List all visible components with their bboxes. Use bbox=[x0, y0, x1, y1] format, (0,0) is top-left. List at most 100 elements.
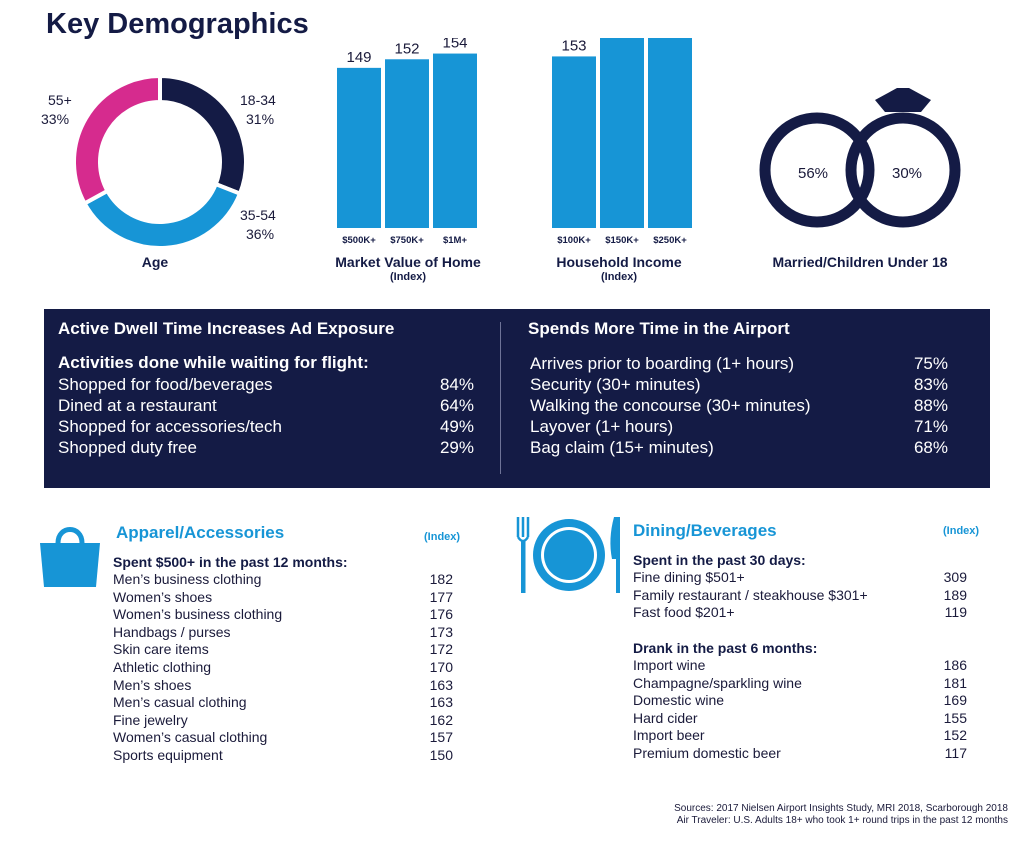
dwell-right-row: Walking the concourse (30+ minutes) 88% bbox=[530, 395, 948, 416]
dwell-right-row-label: Layover (1+ hours) bbox=[530, 417, 674, 436]
plate-cutlery-icon bbox=[516, 517, 620, 593]
dwell-right-row-label: Arrives prior to boarding (1+ hours) bbox=[530, 354, 795, 373]
home-value-bar-label-1: 152 bbox=[394, 40, 419, 57]
dwell-time-panel bbox=[44, 309, 990, 488]
dining-6-months-row-label: Import wine bbox=[633, 657, 706, 673]
apparel-row: Skin care items 172 bbox=[113, 641, 453, 659]
apparel-row: Handbags / purses 173 bbox=[113, 624, 453, 642]
dwell-left-row-value: 84% bbox=[439, 375, 474, 394]
shopping-bag-icon bbox=[40, 527, 100, 587]
age-chart-title: Age bbox=[141, 254, 169, 270]
dwell-left-row-label: Shopped duty free bbox=[58, 438, 197, 457]
apparel-row-label: Fine jewelry bbox=[113, 711, 188, 728]
dwell-left-row: Shopped duty free 29% bbox=[58, 437, 474, 458]
dining-30-days-row: Fine dining $501+ 309 bbox=[633, 569, 967, 587]
dining-30-days-row-label: Family restaurant / steakhouse $301+ bbox=[633, 586, 868, 603]
age-label-55-plus: 55+ bbox=[48, 92, 72, 108]
apparel-row-value: 172 bbox=[429, 641, 453, 658]
apparel-row-label: Athletic clothing bbox=[113, 658, 212, 675]
dining-6-months-row-label: Import beer bbox=[633, 727, 705, 744]
dwell-left-row: Shopped for food/beverages 84% bbox=[58, 374, 474, 395]
dining-6-months-row: Hard cider 155 bbox=[633, 710, 967, 728]
household-income-bar-1 bbox=[600, 38, 644, 229]
dwell-right-row-value: 88% bbox=[913, 396, 948, 415]
apparel-row-label: Sports equipment bbox=[113, 746, 223, 763]
age-label-18-34: 18-34 bbox=[240, 92, 276, 108]
dining-6-months-row-value: 117 bbox=[944, 744, 967, 761]
age-value-55-plus: 33% bbox=[41, 111, 70, 127]
apparel-row-value: 163 bbox=[429, 694, 453, 711]
dwell-right-row-value: 75% bbox=[913, 354, 948, 373]
dwell-right-list: Arrives prior to boarding (1+ hours) 75% S… bbox=[530, 353, 948, 458]
panel-divider bbox=[500, 322, 501, 474]
donut-slice-55- bbox=[72, 73, 162, 207]
dwell-left-row-label: Dined at a restaurant bbox=[58, 396, 217, 415]
donut-slice-18-34 bbox=[158, 73, 248, 197]
dwell-right-row-label: Walking the concourse (30+ minutes) bbox=[530, 396, 811, 415]
dining-6-months-row-value: 155 bbox=[943, 709, 967, 726]
home-value-bar-1 bbox=[385, 59, 429, 228]
apparel-row-label: Men’s casual clothing bbox=[113, 694, 247, 711]
sources-line-2: Air Traveler: U.S. Adults 18+ who took 1… bbox=[676, 815, 1008, 826]
home-value-bar-2 bbox=[433, 53, 477, 229]
dining-6-months-row-value: 169 bbox=[943, 692, 967, 709]
dwell-left-row: Shopped for accessories/tech 49% bbox=[58, 416, 474, 437]
dwell-left-row-value: 64% bbox=[439, 396, 474, 415]
dining-30-days-row-label: Fine dining $501+ bbox=[633, 569, 745, 585]
apparel-row-value: 177 bbox=[429, 588, 453, 605]
dwell-right-row-label: Security (30+ minutes) bbox=[530, 375, 701, 394]
dwell-right-row: Security (30+ minutes) 83% bbox=[530, 374, 948, 395]
apparel-row: Fine jewelry 162 bbox=[113, 712, 453, 730]
apparel-row-value: 176 bbox=[429, 606, 453, 623]
dining-6-months-row-label: Hard cider bbox=[633, 709, 698, 726]
dining-subhead-6-months: Drank in the past 6 months: bbox=[633, 640, 818, 656]
donut-slice-35-54 bbox=[81, 181, 243, 250]
dwell-right-row: Bag claim (15+ minutes) 68% bbox=[530, 437, 948, 458]
married-value: 56% bbox=[798, 165, 828, 182]
dining-6-months-row-label: Domestic wine bbox=[633, 692, 725, 709]
dwell-right-title: Spends More Time in the Airport bbox=[528, 319, 790, 338]
age-value-35-54: 36% bbox=[246, 226, 275, 242]
dwell-left-subhead: Activities done while waiting for flight… bbox=[58, 353, 369, 372]
sources-line-1: Sources: 2017 Nielsen Airport Insights S… bbox=[674, 803, 1008, 814]
apparel-row-label: Women’s business clothing bbox=[113, 606, 283, 623]
household-income-bar-2 bbox=[648, 38, 692, 228]
dining-6-months-row: Domestic wine 169 bbox=[633, 692, 967, 710]
household-income-chart-title: Household Income bbox=[556, 254, 682, 270]
apparel-row-value: 150 bbox=[429, 746, 453, 763]
apparel-row-value: 157 bbox=[429, 729, 453, 746]
apparel-row: Women’s shoes 177 bbox=[113, 589, 453, 607]
home-value-bar-0 bbox=[337, 67, 381, 228]
dining-6-months-row: Import wine 186 bbox=[633, 657, 967, 675]
household-income-tick-2: $250K+ bbox=[653, 235, 687, 246]
wedding-rings-icon: 56% 30% bbox=[759, 88, 961, 228]
dining-30-days-row: Family restaurant / steakhouse $301+ 189 bbox=[633, 587, 967, 605]
dining-30-days-row-label: Fast food $201+ bbox=[633, 604, 735, 621]
home-value-tick-2: $1M+ bbox=[443, 235, 467, 246]
dining-6-months-row: Premium domestic beer 117 bbox=[633, 745, 967, 763]
dining-6-months-row: Import beer 152 bbox=[633, 727, 967, 745]
dining-6-months-row-value: 186 bbox=[943, 657, 967, 673]
apparel-row-label: Men’s shoes bbox=[113, 676, 192, 693]
home-value-tick-0: $500K+ bbox=[342, 235, 376, 246]
age-label-35-54: 35-54 bbox=[240, 207, 276, 223]
apparel-row: Women’s casual clothing 157 bbox=[113, 729, 453, 747]
dwell-right-row-label: Bag claim (15+ minutes) bbox=[530, 438, 714, 457]
age-value-18-34: 31% bbox=[246, 111, 275, 127]
married-ring bbox=[759, 112, 875, 228]
apparel-list: Men’s business clothing 182 Women’s shoes 1… bbox=[113, 571, 453, 765]
household-income-bar-0 bbox=[552, 56, 596, 228]
home-value-bar-label-0: 149 bbox=[346, 49, 371, 66]
dining-6-months-row-value: 181 bbox=[943, 674, 967, 691]
apparel-row: Athletic clothing 170 bbox=[113, 659, 453, 677]
apparel-row: Men’s shoes 163 bbox=[113, 677, 453, 695]
apparel-row-label: Men’s business clothing bbox=[113, 571, 262, 587]
dwell-left-row: Dined at a restaurant 64% bbox=[58, 395, 474, 416]
home-value-chart-title: Market Value of Home bbox=[335, 254, 481, 270]
apparel-title: Apparel/Accessories bbox=[116, 523, 285, 542]
dining-30-days-row-value: 119 bbox=[944, 604, 967, 621]
dining-6-months-row-label: Premium domestic beer bbox=[633, 744, 781, 761]
dwell-left-title: Active Dwell Time Increases Ad Exposure bbox=[58, 319, 395, 338]
apparel-index-header: (Index) bbox=[424, 531, 461, 543]
home-value-bar-chart: 149 $500K+ 152 $750K+ 154 $1M+ bbox=[337, 38, 477, 246]
